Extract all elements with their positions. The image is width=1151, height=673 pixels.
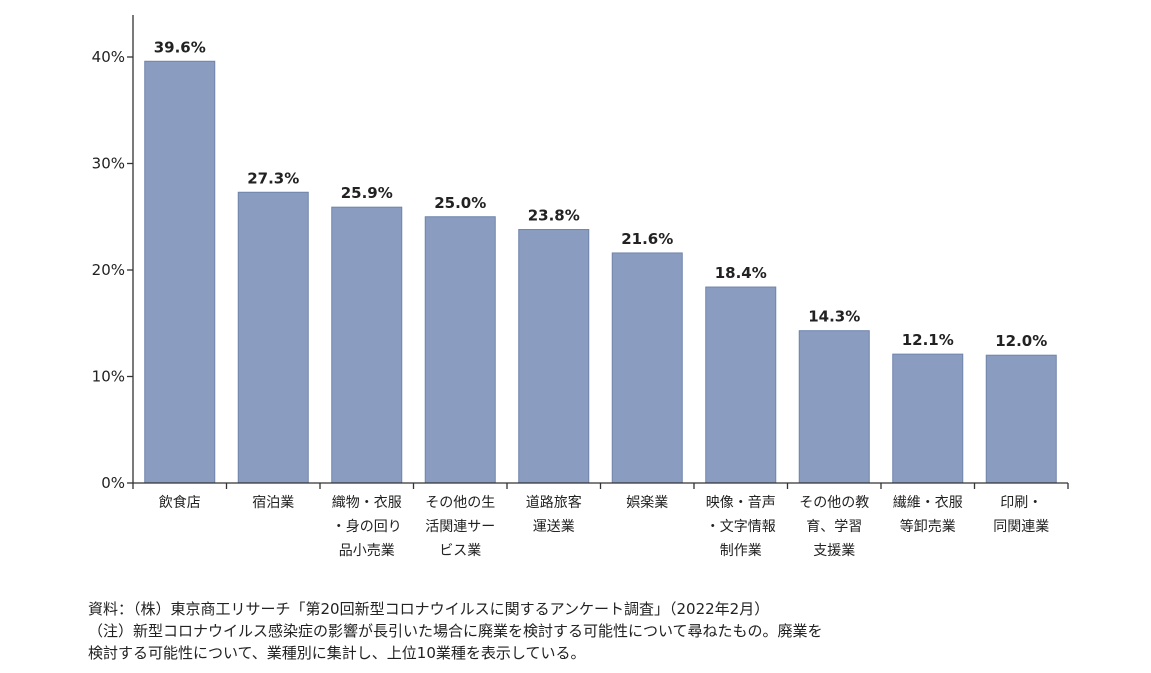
x-tick-label: 印刷・同関連業 <box>993 495 1049 535</box>
x-tick-label-line: 織物・衣服 <box>332 495 402 511</box>
data-label: 39.6% <box>154 38 206 56</box>
bar <box>518 229 590 484</box>
note-line-2: 検討する可能性について、業種別に集計し、上位10業種を表示している。 <box>88 644 586 662</box>
bar <box>705 286 777 484</box>
x-tick-label-line: 品小売業 <box>339 543 395 559</box>
x-tick-label-line: 育、学習 <box>806 519 862 535</box>
y-axis: 0% 10% 20% 30% 40% <box>92 15 134 492</box>
bar <box>892 353 964 484</box>
data-label: 12.0% <box>995 332 1047 350</box>
data-label: 18.4% <box>715 264 767 282</box>
y-tick-label: 20% <box>92 261 125 279</box>
source-note: 資料：（株）東京商工リサーチ「第20回新型コロナウイルスに関するアンケート調査」… <box>88 600 770 618</box>
bar <box>611 252 683 484</box>
x-tick-label-line: 支援業 <box>813 543 855 559</box>
x-tick-label: 繊維・衣服等卸売業 <box>893 495 963 535</box>
x-tick-label-line: その他の教 <box>799 495 869 511</box>
x-tick-label-line: 娯楽業 <box>626 495 668 511</box>
y-tick-label: 0% <box>101 474 125 492</box>
x-tick-label-line: 同関連業 <box>993 519 1049 535</box>
x-tick-label-line: ・文字情報 <box>706 519 776 535</box>
data-label: 23.8% <box>528 207 580 225</box>
bar <box>237 191 309 484</box>
x-tick-label-line: 道路旅客 <box>526 494 582 511</box>
x-tick-label-line: 印刷・ <box>1000 495 1042 511</box>
x-tick-label: その他の生活関連サービス業 <box>425 495 495 559</box>
data-label: 25.0% <box>434 194 486 212</box>
bars <box>144 60 1057 484</box>
bar <box>144 60 216 484</box>
x-tick-label-line: 等卸売業 <box>900 518 956 535</box>
data-label: 21.6% <box>621 230 673 248</box>
bar-chart: 0% 10% 20% 30% 40% 39.6% 27.3% 25.9% 25.0% 23.8%… <box>92 15 1069 559</box>
x-tick-label: 飲食店 <box>159 494 201 511</box>
x-axis: 飲食店 宿泊業 織物・衣服・身の回り品小売業その他の生活関連サービス業道路旅客運送業… <box>132 482 1069 559</box>
bar <box>331 206 403 484</box>
x-tick-label-line: 映像・音声 <box>706 494 776 511</box>
value-labels: 39.6% 27.3% 25.9% 25.0% 23.8% 21.6% 18.4% 14.3%… <box>154 38 1048 350</box>
x-tick-label-line: 制作業 <box>720 543 762 559</box>
x-tick-label-line: 宿泊業 <box>252 494 294 511</box>
x-tick-label-line: 飲食店 <box>159 494 201 511</box>
x-tick-label-line: 運送業 <box>533 519 575 535</box>
x-tick-label: 宿泊業 <box>252 494 294 511</box>
bar <box>798 330 870 484</box>
x-tick-label-line: ・身の回り <box>332 519 402 535</box>
bar <box>985 354 1057 484</box>
data-label: 25.9% <box>341 184 393 202</box>
data-label: 27.3% <box>247 169 299 187</box>
y-tick-label: 10% <box>92 368 125 386</box>
note-line-1: （注）新型コロナウイルス感染症の影響が長引いた場合に廃業を検討する可能性について… <box>88 622 823 640</box>
x-tick-label: 娯楽業 <box>626 495 668 511</box>
x-tick-label-line: 繊維・衣服 <box>893 495 963 511</box>
x-tick-label-line: ビス業 <box>439 543 481 559</box>
x-tick-label: 織物・衣服・身の回り品小売業 <box>332 495 402 559</box>
chart-notes: 資料：（株）東京商工リサーチ「第20回新型コロナウイルスに関するアンケート調査」… <box>88 598 1128 664</box>
data-label: 12.1% <box>902 331 954 349</box>
y-tick-label: 40% <box>92 48 125 66</box>
x-tick-label-line: その他の生 <box>425 495 495 511</box>
x-tick-label-line: 活関連サー <box>425 519 495 535</box>
bar <box>424 216 496 484</box>
x-tick-label: その他の教育、学習支援業 <box>799 495 869 559</box>
x-tick-label: 映像・音声・文字情報制作業 <box>706 494 776 559</box>
x-tick-label: 道路旅客運送業 <box>526 494 582 535</box>
y-tick-label: 30% <box>92 155 125 173</box>
data-label: 14.3% <box>808 308 860 326</box>
